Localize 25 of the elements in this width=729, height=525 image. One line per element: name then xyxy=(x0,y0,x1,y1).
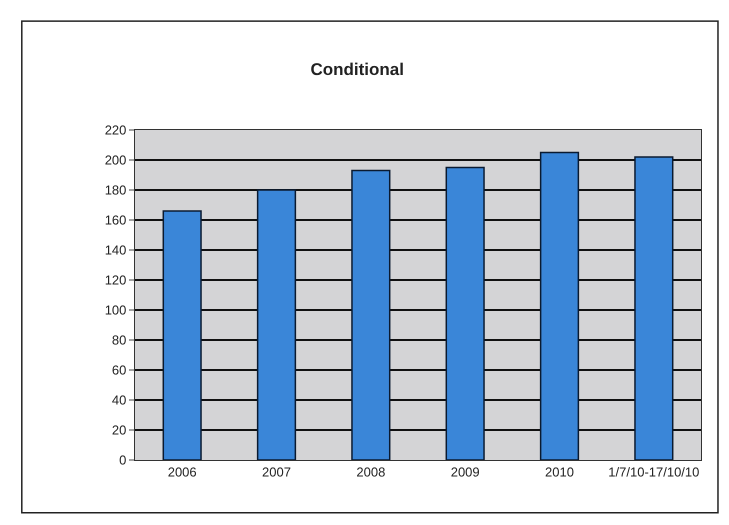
y-tick-label: 20 xyxy=(112,422,126,438)
y-tick-label: 40 xyxy=(112,392,126,408)
x-tick-label: 1/7/10-17/10/10 xyxy=(608,464,700,480)
y-tick-label: 140 xyxy=(104,242,126,258)
x-tick-label: 2009 xyxy=(450,464,480,480)
x-tick-label: 2007 xyxy=(262,464,291,480)
y-tick-label: 120 xyxy=(104,272,126,288)
bar xyxy=(446,166,485,460)
y-tick-label: 100 xyxy=(104,302,126,318)
x-tick-label: 2008 xyxy=(356,464,386,480)
y-tick-label: 60 xyxy=(112,362,126,378)
y-tick-label: 160 xyxy=(104,212,126,228)
bar xyxy=(256,189,296,460)
x-tick-label: 2010 xyxy=(545,464,574,480)
chart-title: Conditional xyxy=(310,60,404,79)
x-tick-label: 2006 xyxy=(168,464,197,480)
y-tick-label: 220 xyxy=(104,122,126,138)
y-tick-label: 200 xyxy=(104,152,126,168)
bar xyxy=(351,170,390,460)
bar xyxy=(634,156,674,460)
bar xyxy=(162,210,202,460)
bar xyxy=(540,152,580,460)
y-tick-label: 0 xyxy=(119,452,126,468)
y-tick-label: 80 xyxy=(112,332,126,348)
y-tick-label: 180 xyxy=(104,182,126,198)
